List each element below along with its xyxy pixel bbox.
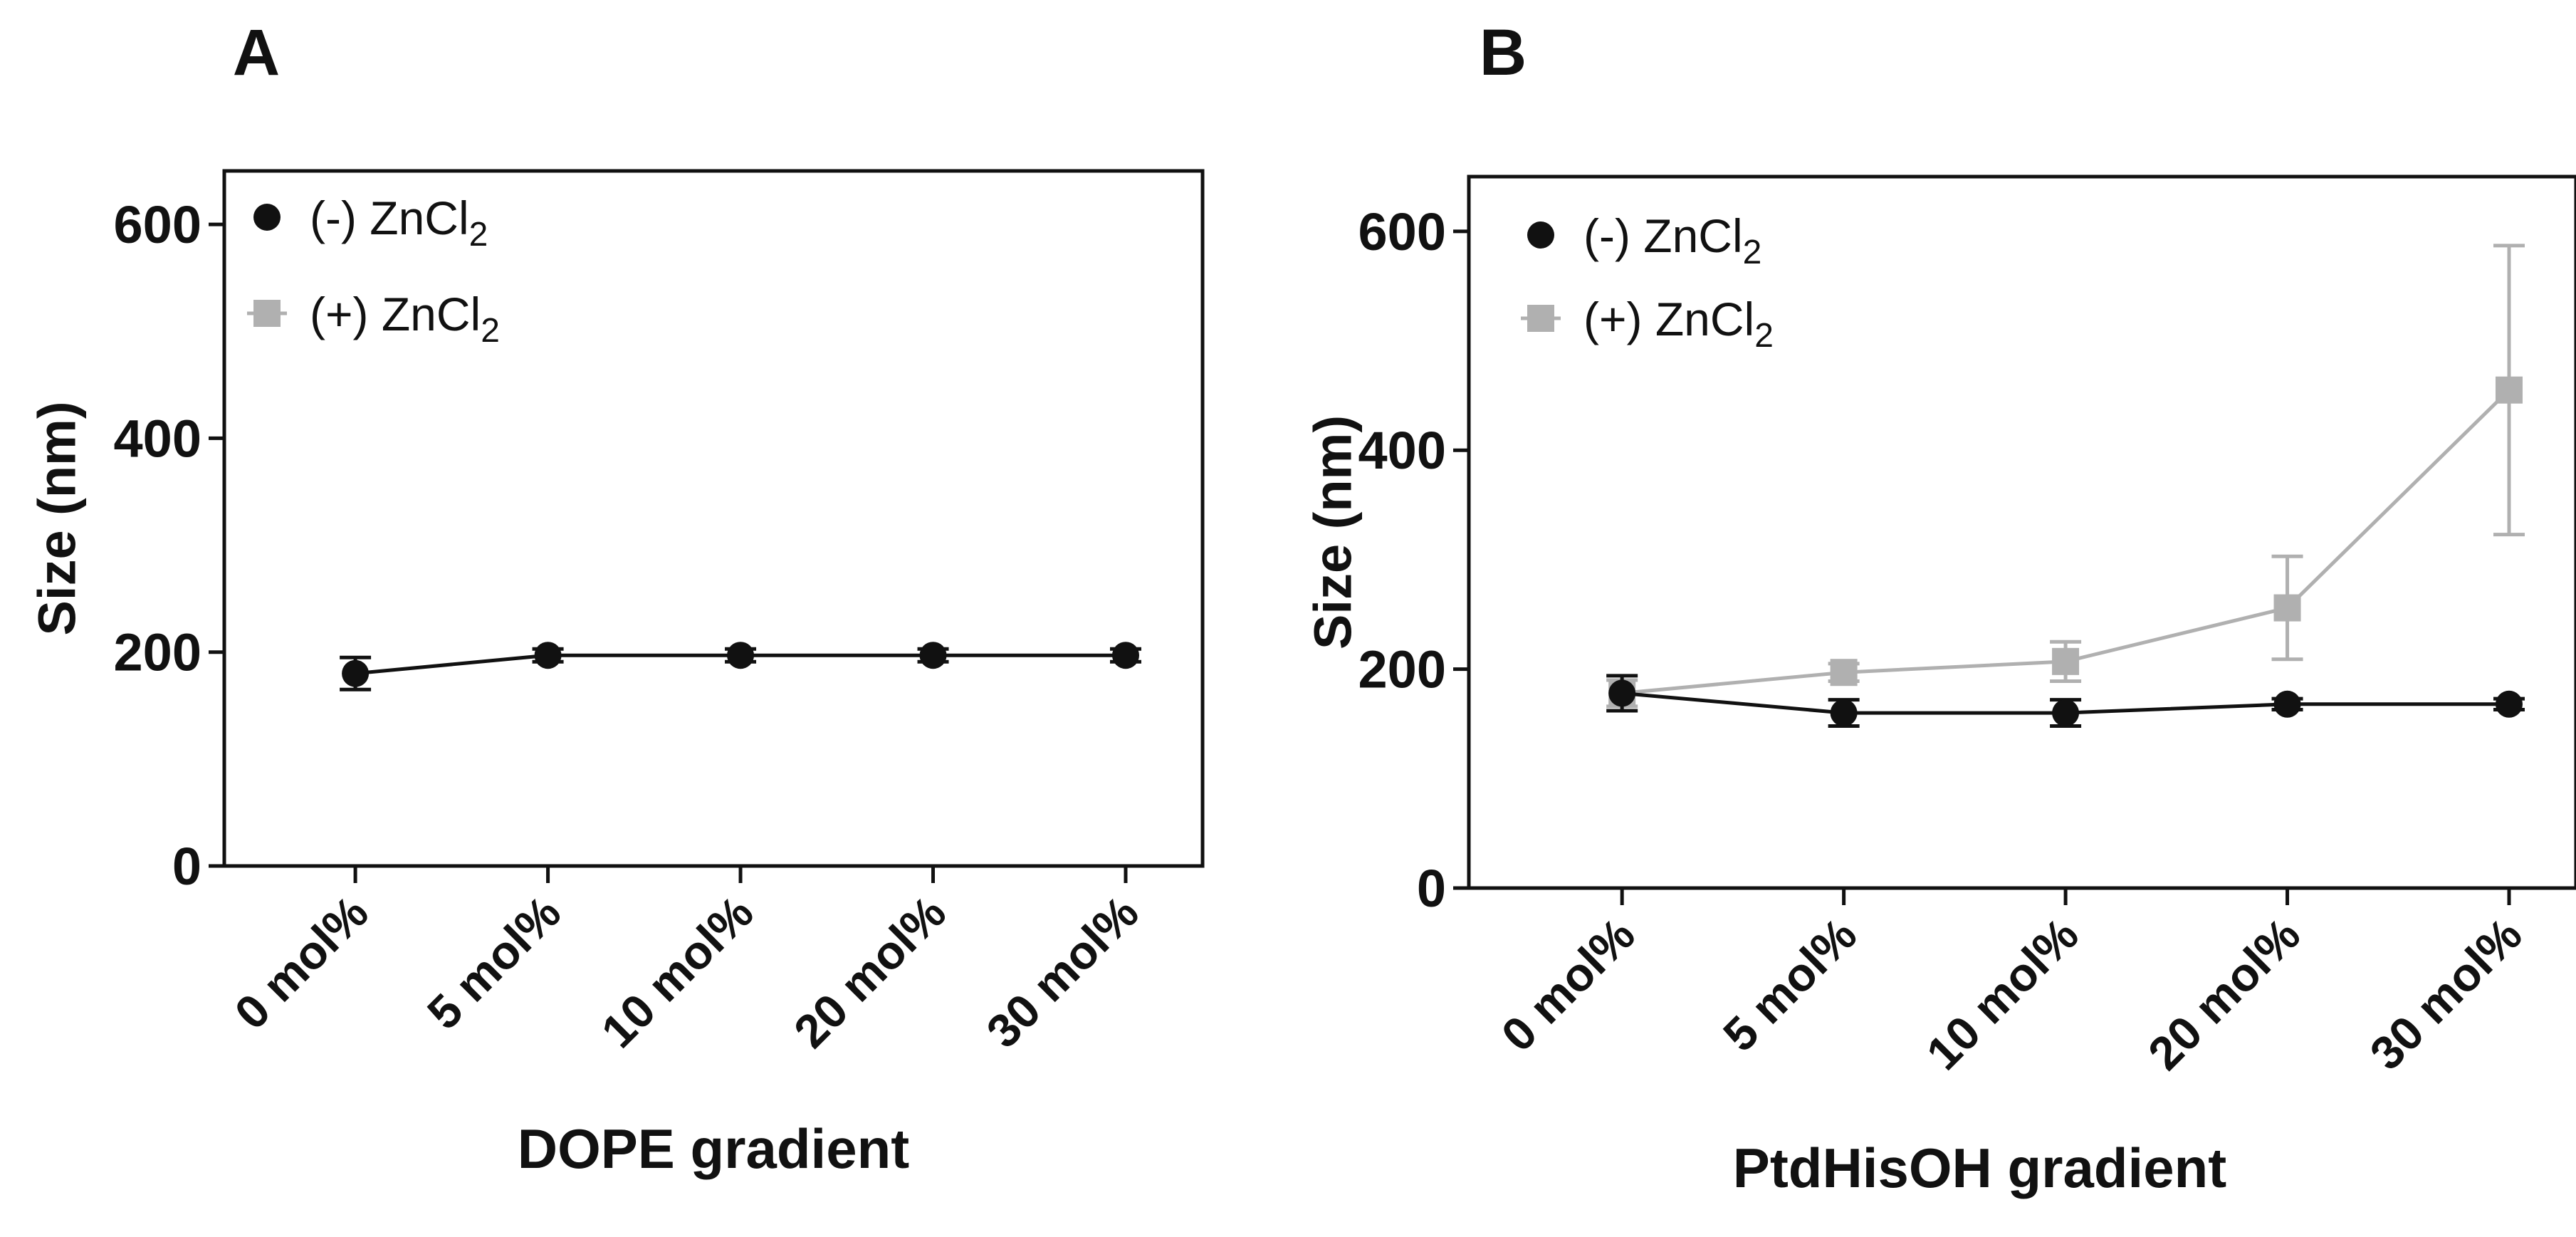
chart-panel-b: B 0 200 400 600 Size (nm) 0 mol% 5 mol% 10 mol% 2…: [1288, 0, 2576, 1237]
chart-b-minus-zncl2-point: [1830, 699, 1858, 727]
chart-a-x-tick-label: 0 mol%: [224, 886, 378, 1040]
chart-b-svg: B 0 200 400 600 Size (nm) 0 mol% 5 mol% 10 mol% 2…: [1304, 16, 2576, 1199]
chart-panel-a: A 0 200 400 600 Size (nm) 0 mol% 5 mol% 10 mol% 2…: [28, 16, 1205, 1180]
chart-b-legend-plus-zncl2-marker: [1527, 305, 1554, 332]
chart-a-minus-zncl2-point: [534, 642, 562, 669]
chart-b-y-axis-label: Size (nm): [1304, 415, 1363, 649]
chart-b-minus-zncl2-point: [2273, 690, 2301, 718]
chart-a-minus-zncl2-point: [727, 642, 755, 669]
chart-b-x-tick-label: 5 mol%: [1713, 908, 1867, 1062]
chart-a-y-tick-label: 200: [114, 623, 201, 682]
chart-b-y-tick-label: 0: [1417, 859, 1446, 918]
chart-b-minus-zncl2-point: [2496, 690, 2523, 718]
chart-a-x-tick-label: 20 mol%: [784, 886, 956, 1058]
chart-a-legend-minus-zncl2-marker: [253, 204, 281, 231]
chart-a-y-tick-label: 400: [114, 409, 201, 468]
chart-a-panel-label: A: [233, 16, 280, 89]
chart-b-x-tick-label: 0 mol%: [1491, 908, 1645, 1062]
chart-b-x-tick-label: 20 mol%: [2138, 908, 2310, 1080]
chart-b-x-axis-label: PtdHisOH gradient: [1733, 1137, 2226, 1199]
chart-a-minus-zncl2-point: [919, 642, 947, 669]
chart-a-x-tick-label: 5 mol%: [417, 886, 571, 1040]
chart-b-x-tick-label: 30 mol%: [2360, 908, 2532, 1080]
chart-b-panel-label: B: [1480, 16, 1527, 89]
chart-b-y-tick-label: 200: [1358, 640, 1446, 699]
chart-a-minus-zncl2-point: [342, 659, 370, 687]
chart-b-y-tick-label: 400: [1358, 421, 1446, 480]
chart-b-legend-minus-zncl2-label: (-) ZnCl2: [1583, 209, 1761, 271]
chart-b-minus-zncl2-point: [2052, 699, 2080, 727]
chart-a-legend-plus-zncl2-marker: [253, 300, 281, 327]
chart-a-svg: A 0 200 400 600 Size (nm) 0 mol% 5 mol% 10 mol% 2…: [28, 16, 1205, 1180]
chart-b-x-tick-label: 10 mol%: [1916, 908, 2088, 1080]
chart-a-y-tick-label: 600: [114, 195, 201, 254]
chart-b-legend-minus-zncl2-marker: [1527, 221, 1554, 249]
chart-b-minus-zncl2-point: [1608, 679, 1636, 707]
chart-a-plot-frame: [222, 169, 1205, 868]
chart-a-minus-zncl2-point: [1112, 642, 1139, 669]
chart-b-y-tick-label: 600: [1358, 202, 1446, 261]
chart-b-plus-zncl2-point: [2052, 647, 2080, 675]
chart-b-plus-zncl2-point: [1830, 659, 1858, 687]
chart-b-plus-zncl2-point: [2273, 594, 2301, 622]
chart-b-plot-frame: [1467, 174, 2576, 890]
chart-a-legend-minus-zncl2-label: (-) ZnCl2: [310, 192, 488, 254]
chart-a-x-tick-label: 30 mol%: [976, 886, 1148, 1058]
chart-b-legend-plus-zncl2-label: (+) ZnCl2: [1583, 293, 1774, 355]
chart-a-x-tick-label: 10 mol%: [591, 886, 763, 1058]
chart-a-y-tick-label: 0: [172, 837, 201, 896]
chart-a-y-axis-label: Size (nm): [28, 402, 87, 636]
chart-a-x-axis-label: DOPE gradient: [518, 1117, 909, 1180]
chart-b-plus-zncl2-point: [2496, 376, 2523, 404]
chart-a-legend-plus-zncl2-label: (+) ZnCl2: [310, 288, 500, 350]
